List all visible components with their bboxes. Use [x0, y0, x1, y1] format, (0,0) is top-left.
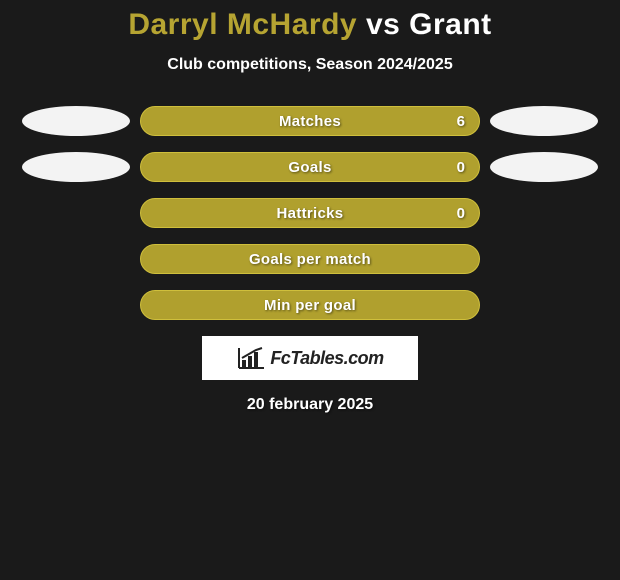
stat-label: Goals per match [249, 251, 371, 268]
stat-row: Hattricks 0 [0, 198, 620, 228]
right-ellipse [490, 106, 598, 136]
stat-row: Goals 0 [0, 152, 620, 182]
stat-value: 0 [457, 159, 465, 176]
left-ellipse [22, 106, 130, 136]
stat-rows: Matches 6 Goals 0 Hattricks 0 Goals per match M… [0, 106, 620, 320]
subtitle: Club competitions, Season 2024/2025 [0, 56, 620, 74]
date-text: 20 february 2025 [0, 396, 620, 414]
stat-label: Matches [279, 113, 341, 130]
left-ellipse [22, 152, 130, 182]
stat-label: Hattricks [277, 205, 344, 222]
comparison-infographic: Darryl McHardy vs Grant Club competition… [0, 0, 620, 580]
page-title: Darryl McHardy vs Grant [0, 8, 620, 42]
stat-value: 0 [457, 205, 465, 222]
stat-bar: Min per goal [140, 290, 480, 320]
vs-text: vs [366, 8, 400, 41]
logo: FcTables.com [236, 346, 383, 370]
logo-text: FcTables.com [270, 348, 383, 369]
player1-name: Darryl McHardy [128, 8, 357, 41]
stat-row: Min per goal [0, 290, 620, 320]
stat-bar: Matches 6 [140, 106, 480, 136]
stat-bar: Goals 0 [140, 152, 480, 182]
stat-row: Matches 6 [0, 106, 620, 136]
stat-value: 6 [457, 113, 465, 130]
logo-box: FcTables.com [202, 336, 418, 380]
stat-label: Goals [288, 159, 331, 176]
stat-bar: Goals per match [140, 244, 480, 274]
stat-label: Min per goal [264, 297, 356, 314]
right-ellipse [490, 152, 598, 182]
chart-icon [236, 346, 266, 370]
stat-row: Goals per match [0, 244, 620, 274]
stat-bar: Hattricks 0 [140, 198, 480, 228]
player2-name: Grant [409, 8, 492, 41]
